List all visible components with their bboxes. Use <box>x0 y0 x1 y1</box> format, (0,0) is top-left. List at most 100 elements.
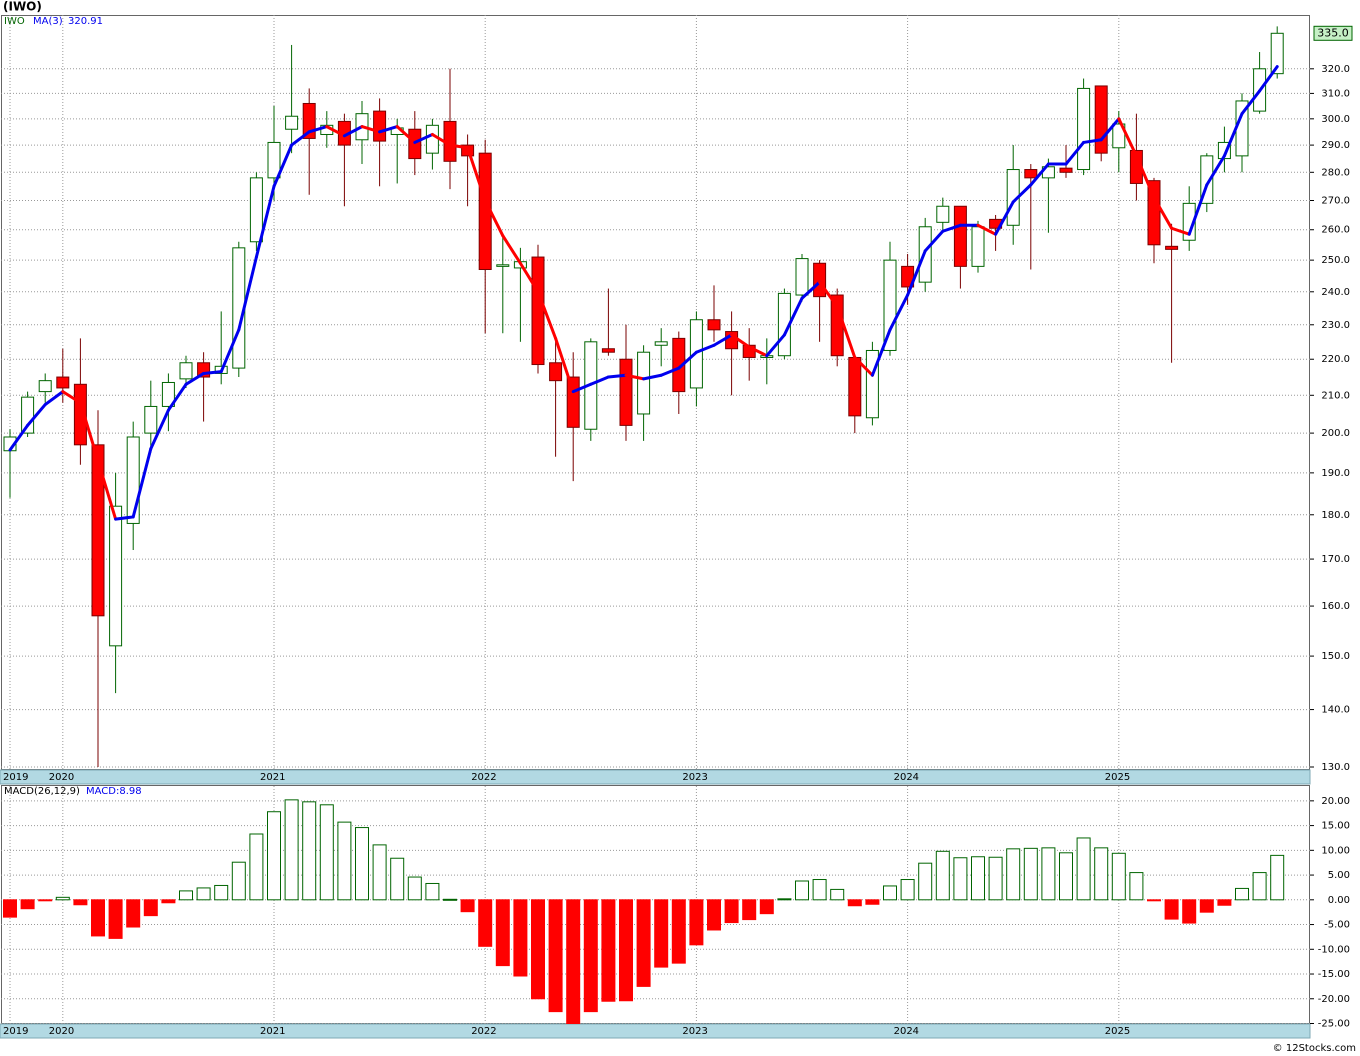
ma-line <box>8 423 30 452</box>
last-price-label: 335.0 <box>1317 26 1349 39</box>
macd-bar <box>73 899 88 906</box>
candle-body <box>936 205 950 223</box>
legend-value: 320.91 <box>68 16 103 27</box>
ma-line <box>26 403 47 427</box>
ma-line <box>43 390 65 407</box>
ma-line <box>536 290 558 340</box>
macd-bar <box>724 899 739 924</box>
macd-bar <box>478 899 493 947</box>
ma-line <box>307 125 329 134</box>
y-tick-label: -25.00 <box>1318 1019 1350 1030</box>
candle-body <box>496 264 510 267</box>
y-tick-label: 0.00 <box>1328 895 1350 906</box>
macd-bar <box>390 857 405 901</box>
macd-bar <box>1041 847 1056 901</box>
candle-body <box>971 226 985 267</box>
macd-bar <box>38 899 53 902</box>
x-tick-label: 2021 <box>260 1026 285 1037</box>
ma-line <box>131 447 153 519</box>
macd-bar <box>319 804 334 901</box>
macd-bar <box>1182 899 1197 924</box>
macd-bar <box>126 899 141 928</box>
y-tick-label: 290.0 <box>1321 140 1350 151</box>
ma-line <box>554 336 575 394</box>
candle-body <box>566 376 580 428</box>
ma-line <box>272 143 294 188</box>
macd-bar <box>372 844 387 901</box>
candle-body <box>549 362 563 382</box>
ma-line <box>765 333 786 358</box>
macd-bar <box>689 899 704 946</box>
candle-body <box>126 436 140 524</box>
ma-line <box>589 375 610 386</box>
candle-body <box>848 356 862 417</box>
credit: © 12Stocks.com <box>1273 1043 1356 1054</box>
macd-bar <box>161 899 176 904</box>
macd-bar <box>1111 852 1126 901</box>
macd-bar <box>1164 899 1179 920</box>
candle-body <box>56 376 70 389</box>
candle-body <box>1077 87 1091 171</box>
macd-bar <box>214 884 229 901</box>
ma-line <box>237 255 258 332</box>
ma-line <box>747 345 769 358</box>
macd-bar <box>513 899 528 977</box>
candle-body <box>1147 180 1161 246</box>
ma-line <box>1240 89 1262 116</box>
macd-bar <box>812 879 827 901</box>
y-tick-label: 210.0 <box>1321 390 1350 401</box>
candle-body <box>619 358 633 426</box>
ma-line <box>1258 65 1279 93</box>
y-tick-label: 200.0 <box>1321 428 1350 439</box>
macd-bar <box>20 899 35 910</box>
x-tick-label: 2024 <box>894 772 919 783</box>
candle-body <box>1094 85 1108 154</box>
x-tick-label: 2019 <box>3 772 28 783</box>
ma-line <box>342 125 364 138</box>
macd-bar <box>1076 837 1091 901</box>
macd-bar <box>531 899 545 1000</box>
ma-line <box>166 382 188 412</box>
macd-bar <box>971 856 985 901</box>
y-tick-label: 150.0 <box>1321 651 1350 662</box>
ma-line <box>466 146 487 202</box>
ma-line <box>976 223 998 236</box>
macd-bar <box>619 899 633 1002</box>
macd-bar <box>988 856 1003 901</box>
macd-bar <box>1199 899 1214 913</box>
macd-bar <box>654 899 669 968</box>
ma-line <box>378 125 399 134</box>
ma-line <box>254 184 276 259</box>
ma-line <box>1187 183 1209 236</box>
macd-bar <box>108 899 123 939</box>
candle-body <box>672 337 686 393</box>
ma-line <box>642 373 663 381</box>
ma-line <box>835 304 857 359</box>
ma-line <box>430 132 452 147</box>
x-tick-label: 2025 <box>1105 1026 1130 1037</box>
candle-body <box>38 380 52 393</box>
candle-body <box>601 348 615 353</box>
y-tick-label: 190.0 <box>1321 468 1350 479</box>
ma-line <box>325 125 346 138</box>
ma-line <box>483 198 505 238</box>
y-tick-label: 300.0 <box>1321 114 1350 125</box>
macd-bar <box>3 899 17 918</box>
ma-line <box>290 130 311 147</box>
ma-line <box>906 249 927 297</box>
y-tick-label: -15.00 <box>1318 969 1350 980</box>
macd-bar <box>918 862 933 901</box>
candle-body <box>267 141 281 179</box>
y-tick-label: -10.00 <box>1318 944 1350 955</box>
y-tick-label: 280.0 <box>1321 167 1350 178</box>
ma-line <box>571 382 593 394</box>
x-tick-label: 2020 <box>49 772 74 783</box>
ma-line <box>219 328 241 374</box>
macd-bar <box>636 899 651 987</box>
macd-bar <box>548 899 563 1013</box>
ma-line <box>360 125 382 134</box>
macd-bar <box>566 899 581 1025</box>
candle-body <box>161 381 175 407</box>
ma-line <box>78 401 100 463</box>
ma-line <box>1117 117 1138 158</box>
